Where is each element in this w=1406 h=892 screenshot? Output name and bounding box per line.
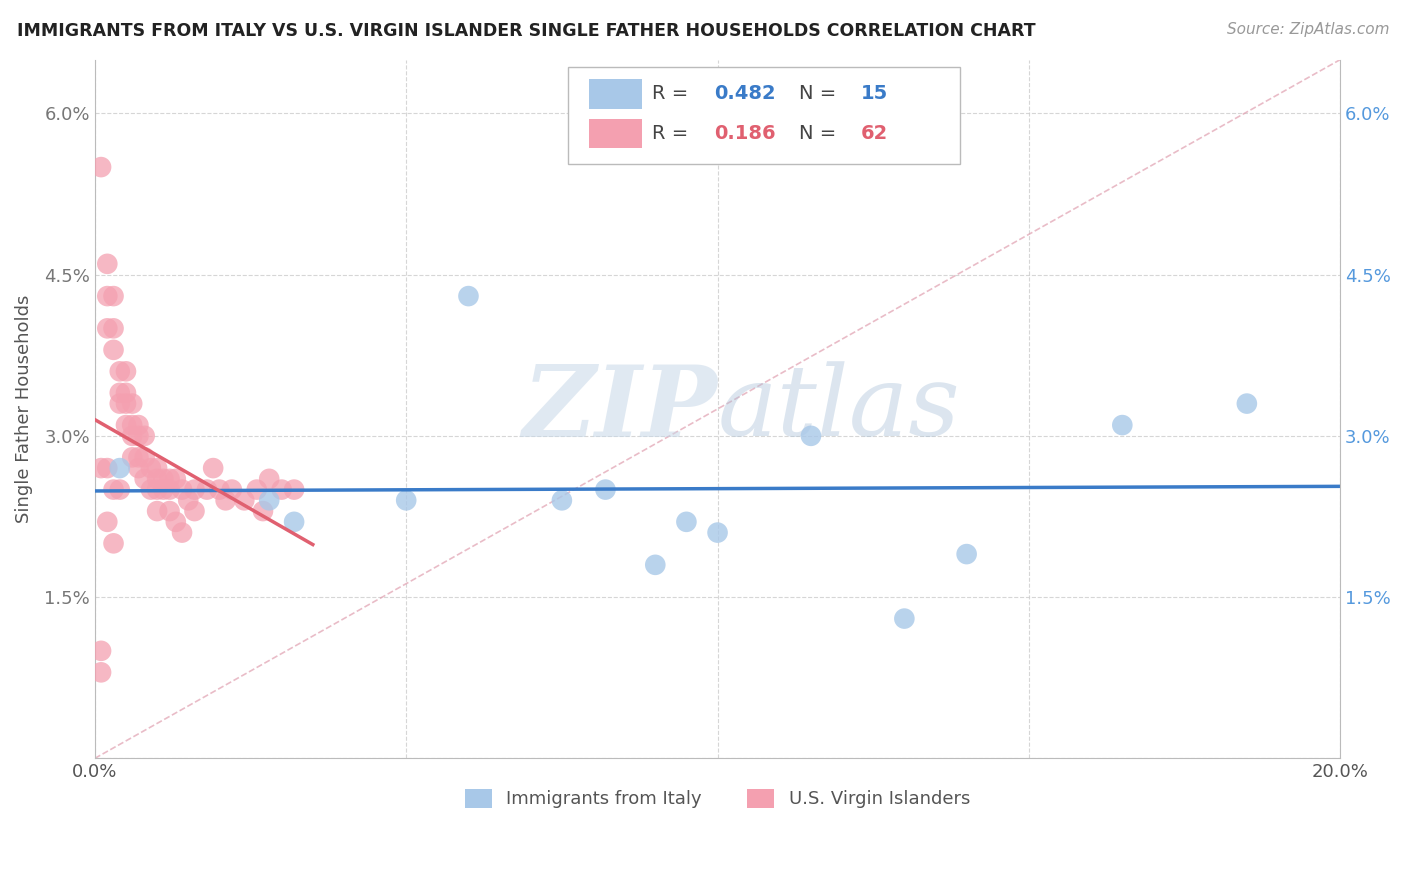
Point xyxy=(595,483,617,497)
Point xyxy=(159,504,181,518)
Point xyxy=(214,493,236,508)
Point xyxy=(90,160,112,174)
Point xyxy=(159,483,181,497)
Bar xyxy=(589,79,641,109)
Point xyxy=(134,472,156,486)
Point xyxy=(706,525,728,540)
Point xyxy=(893,611,915,625)
Point xyxy=(103,289,125,303)
Point xyxy=(170,525,193,540)
Point xyxy=(257,472,280,486)
Point xyxy=(115,418,138,433)
Point xyxy=(1111,418,1133,433)
Point xyxy=(270,483,292,497)
Point xyxy=(675,515,697,529)
Point xyxy=(202,461,225,475)
Point xyxy=(221,483,243,497)
Text: ZIP: ZIP xyxy=(523,360,717,458)
Point xyxy=(127,418,149,433)
Point xyxy=(208,483,231,497)
Point xyxy=(152,472,174,486)
Point xyxy=(283,515,305,529)
Point xyxy=(96,515,118,529)
Text: 0.482: 0.482 xyxy=(714,85,776,103)
Text: Source: ZipAtlas.com: Source: ZipAtlas.com xyxy=(1226,22,1389,37)
Text: IMMIGRANTS FROM ITALY VS U.S. VIRGIN ISLANDER SINGLE FATHER HOUSEHOLDS CORRELATI: IMMIGRANTS FROM ITALY VS U.S. VIRGIN ISL… xyxy=(17,22,1035,40)
Point xyxy=(170,483,193,497)
Text: 0.186: 0.186 xyxy=(714,124,776,144)
Point xyxy=(108,396,131,410)
Point xyxy=(146,461,169,475)
Point xyxy=(103,483,125,497)
Point xyxy=(139,483,162,497)
Point xyxy=(644,558,666,572)
Point xyxy=(103,343,125,357)
Point xyxy=(195,483,218,497)
Point xyxy=(103,321,125,335)
Point xyxy=(146,504,169,518)
Point xyxy=(146,483,169,497)
Point xyxy=(121,396,143,410)
Point xyxy=(96,321,118,335)
Point xyxy=(121,429,143,443)
Point xyxy=(551,493,574,508)
Point xyxy=(134,429,156,443)
Point xyxy=(127,450,149,465)
Point xyxy=(90,644,112,658)
Point xyxy=(800,429,823,443)
Point xyxy=(233,493,256,508)
Point xyxy=(127,461,149,475)
Point xyxy=(108,364,131,378)
Point xyxy=(134,450,156,465)
Text: R =: R = xyxy=(651,85,695,103)
Point xyxy=(108,461,131,475)
Point xyxy=(115,396,138,410)
Y-axis label: Single Father Households: Single Father Households xyxy=(15,294,32,523)
Point xyxy=(165,515,187,529)
Point xyxy=(246,483,269,497)
Point xyxy=(183,504,205,518)
Point xyxy=(96,257,118,271)
Point xyxy=(90,461,112,475)
Point xyxy=(165,472,187,486)
Point xyxy=(139,461,162,475)
Point xyxy=(108,483,131,497)
Point xyxy=(956,547,979,561)
Point xyxy=(283,483,305,497)
Point xyxy=(257,493,280,508)
Point xyxy=(159,472,181,486)
Bar xyxy=(589,119,641,148)
Point xyxy=(103,536,125,550)
Point xyxy=(395,493,418,508)
Point xyxy=(115,364,138,378)
Point xyxy=(127,429,149,443)
Point xyxy=(252,504,274,518)
Text: R =: R = xyxy=(651,124,695,144)
Point xyxy=(115,385,138,400)
Point xyxy=(121,418,143,433)
Text: 15: 15 xyxy=(860,85,889,103)
Text: atlas: atlas xyxy=(717,361,960,457)
Text: 62: 62 xyxy=(860,124,889,144)
Text: N =: N = xyxy=(799,85,842,103)
Point xyxy=(183,483,205,497)
FancyBboxPatch shape xyxy=(568,67,960,164)
Point xyxy=(146,472,169,486)
Point xyxy=(457,289,479,303)
Point xyxy=(90,665,112,680)
Point xyxy=(96,289,118,303)
Point xyxy=(121,450,143,465)
Point xyxy=(177,493,200,508)
Point xyxy=(96,461,118,475)
Point xyxy=(1236,396,1258,410)
Legend: Immigrants from Italy, U.S. Virgin Islanders: Immigrants from Italy, U.S. Virgin Islan… xyxy=(458,782,977,815)
Point xyxy=(152,483,174,497)
Point xyxy=(108,385,131,400)
Text: N =: N = xyxy=(799,124,842,144)
